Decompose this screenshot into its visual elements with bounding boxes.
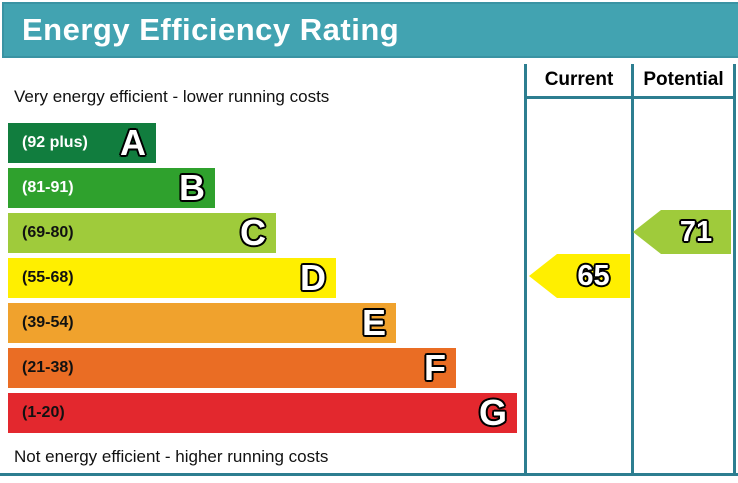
band-g-range: (1-20) bbox=[22, 404, 65, 421]
band-a-range: (92 plus) bbox=[22, 134, 88, 151]
band-c: (69-80) C bbox=[8, 213, 276, 253]
band-g-letter: G bbox=[478, 392, 507, 433]
band-d-range: (55-68) bbox=[22, 269, 74, 286]
current-rating-value: 65 bbox=[577, 259, 610, 292]
column-divider-left bbox=[524, 64, 527, 476]
band-c-letter: C bbox=[240, 212, 266, 253]
potential-arrow-tip-icon bbox=[633, 210, 661, 254]
title-bar: Energy Efficiency Rating bbox=[2, 2, 738, 58]
band-e: (39-54) E bbox=[8, 303, 396, 343]
band-a-letter: A bbox=[120, 122, 146, 163]
band-e-range: (39-54) bbox=[22, 314, 74, 331]
band-b-letter: B bbox=[179, 167, 205, 208]
rating-bands: (92 plus) A (81-91) B (69-80) C (55-68) … bbox=[8, 123, 517, 438]
top-note: Very energy efficient - lower running co… bbox=[14, 87, 330, 106]
bottom-border-line bbox=[0, 473, 738, 476]
potential-column-header: Potential bbox=[643, 69, 724, 90]
potential-arrow-body: 71 bbox=[661, 210, 731, 254]
band-f-letter: F bbox=[424, 347, 446, 388]
header-underline bbox=[524, 96, 736, 99]
band-f: (21-38) F bbox=[8, 348, 456, 388]
current-rating-arrow: 65 bbox=[529, 254, 630, 298]
bottom-note: Not energy efficient - higher running co… bbox=[14, 447, 329, 466]
band-c-range: (69-80) bbox=[22, 224, 74, 241]
band-d: (55-68) D bbox=[8, 258, 336, 298]
current-column-header: Current bbox=[544, 69, 614, 90]
current-arrow-tip-icon bbox=[529, 254, 557, 298]
current-arrow-body: 65 bbox=[557, 254, 630, 298]
potential-rating-value: 71 bbox=[679, 215, 713, 248]
band-b-range: (81-91) bbox=[22, 179, 74, 196]
page-title: Energy Efficiency Rating bbox=[22, 12, 400, 47]
column-divider-middle bbox=[631, 64, 634, 476]
band-g: (1-20) G bbox=[8, 393, 517, 433]
potential-rating-arrow: 71 bbox=[633, 210, 731, 254]
band-b: (81-91) B bbox=[8, 168, 215, 208]
band-f-range: (21-38) bbox=[22, 359, 74, 376]
band-d-letter: D bbox=[300, 257, 326, 298]
column-divider-right bbox=[733, 64, 736, 476]
band-e-letter: E bbox=[361, 302, 386, 343]
band-a: (92 plus) A bbox=[8, 123, 156, 163]
